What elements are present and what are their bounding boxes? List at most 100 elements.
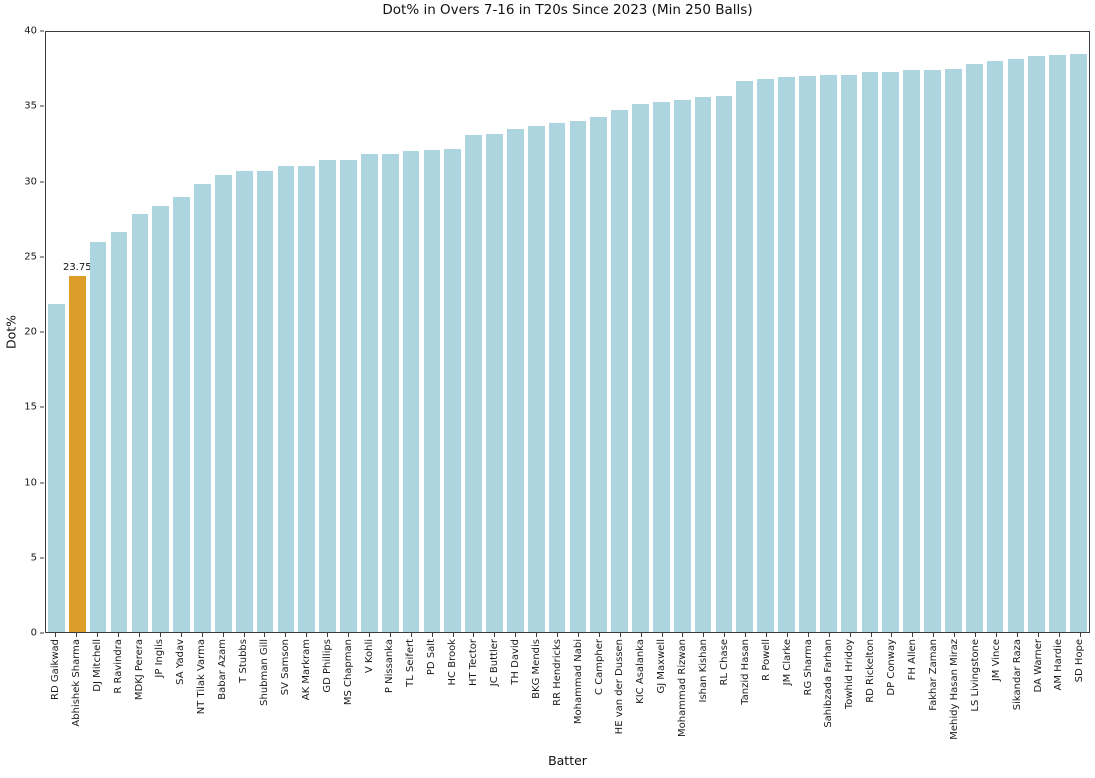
x-tick-label: Babar Azam: [217, 639, 229, 700]
bar-slot: [255, 32, 276, 632]
x-tick-cell: HT Tector: [463, 639, 484, 740]
bar-slot: [797, 32, 818, 632]
x-tick-mark-icon: [118, 633, 120, 637]
x-tick-cell: FH Allen: [902, 639, 923, 740]
x-tick-label: JP Inglis: [154, 639, 166, 678]
y-tick-label: 20: [24, 326, 37, 338]
y-tick-35: 35: [24, 101, 44, 112]
bar-bkg-mendis: [527, 125, 545, 632]
x-tick-label: AM Hardie: [1053, 639, 1065, 691]
bar-t-stubbs: [235, 170, 253, 632]
bar-slot: [1006, 32, 1027, 632]
y-tick-label: 0: [30, 627, 37, 639]
bar-slot: [171, 32, 192, 632]
x-tick-cell: LS Livingstone: [965, 639, 986, 740]
bar-mehidy-hasan-miraz: [945, 68, 962, 632]
bar-da-warner: [1028, 56, 1046, 632]
bar-slot: [964, 32, 985, 632]
x-tick-label: JM Clarke: [781, 639, 793, 686]
bar-kic-asalanka: [632, 104, 649, 632]
y-tick-label: 40: [24, 25, 37, 37]
bar-abhishek-sharma: [68, 275, 86, 632]
x-tick-mark-icon: [327, 633, 329, 637]
x-tick-mark-icon: [201, 633, 203, 637]
x-tick-label: DA Warner: [1032, 639, 1044, 693]
x-tick-label: KIC Asalanka: [635, 639, 647, 704]
x-tick-label: T Stubbs: [238, 639, 250, 683]
x-tick-cell: GJ Maxwell: [651, 639, 672, 740]
x-tick-label: Mehidy Hasan Miraz: [948, 639, 960, 740]
bar-dp-conway: [882, 71, 900, 632]
x-tick-label: Ishan Kishan: [698, 639, 710, 703]
x-tick-mark-icon: [682, 633, 684, 637]
x-tick-label: Fakhar Zaman: [928, 639, 940, 711]
bar-mdkj-perera: [131, 213, 149, 632]
y-tick-0: 0: [31, 628, 44, 639]
x-tick-cell: RD Gaikwad: [45, 639, 66, 740]
y-tick-label: 35: [24, 100, 37, 112]
y-tick-mark-icon: [40, 331, 44, 333]
x-tick-label: SD Hope: [1074, 639, 1086, 683]
x-tick-mark-icon: [995, 633, 997, 637]
bar-value-label: 23.75: [62, 261, 92, 273]
x-tick-cell: JM Clarke: [777, 639, 798, 740]
x-tick-mark-icon: [452, 633, 454, 637]
x-tick-mark-icon: [410, 633, 412, 637]
x-tick-cell: GD Phillips: [317, 639, 338, 740]
x-tick-cell: Abhishek Sharma: [66, 639, 87, 740]
x-tick-label: LS Livingstone: [969, 639, 981, 712]
x-tick-mark-icon: [703, 633, 705, 637]
x-tick-cell: BKG Mendis: [526, 639, 547, 740]
bar-mohammad-rizwan: [673, 100, 691, 632]
x-tick-label: C Campher: [593, 639, 605, 695]
bar-sa-yadav: [173, 197, 190, 632]
x-tick-label: HE van der Dussen: [614, 639, 626, 735]
bar-sv-samson: [277, 165, 295, 632]
x-tick-label: Abhishek Sharma: [70, 639, 82, 727]
x-tick-label: MDKJ Perera: [133, 639, 145, 701]
y-tick-mark-icon: [40, 30, 44, 32]
bar-am-hardie: [1049, 55, 1067, 632]
bar-slot: [463, 32, 484, 632]
x-tick-cell: Fakhar Zaman: [923, 639, 944, 740]
bar-slot: [1047, 32, 1068, 632]
bar-fh-allen: [903, 70, 920, 632]
bar-slot: [505, 32, 526, 632]
bar-slot: [901, 32, 922, 632]
bar-c-campher: [590, 116, 608, 632]
x-tick-mark-icon: [264, 633, 266, 637]
x-tick-mark-icon: [473, 633, 475, 637]
x-tick-label: JC Buttler: [488, 639, 500, 687]
bar-slot: [880, 32, 901, 632]
bar-tanzid-hasan: [736, 80, 754, 632]
bar-jc-buttler: [486, 134, 503, 632]
bar-p-nissanka: [381, 154, 399, 632]
x-tick-mark-icon: [619, 633, 621, 637]
x-axis-ticks: [45, 633, 1090, 638]
bar-slot: [234, 32, 255, 632]
x-axis-labels: RD Gaikwad Abhishek Sharma DJ Mitchell R Ra…: [45, 639, 1090, 740]
x-tick-cell: Mohammad Nabi: [568, 639, 589, 740]
x-tick-mark-icon: [222, 633, 224, 637]
x-tick-cell: DJ Mitchell: [87, 639, 108, 740]
x-tick-mark-icon: [870, 633, 872, 637]
x-tick-mark-icon: [76, 633, 78, 637]
x-tick-label: Tanzid Hasan: [739, 639, 751, 705]
x-tick-cell: Babar Azam: [212, 639, 233, 740]
bar-jm-clarke: [778, 77, 795, 632]
x-tick-label: HT Tector: [468, 639, 480, 687]
bar-slot: [109, 32, 130, 632]
x-tick-mark-icon: [139, 633, 141, 637]
x-tick-mark-icon: [912, 633, 914, 637]
x-tick-cell: RR Hendricks: [547, 639, 568, 740]
bar-slot: [275, 32, 296, 632]
x-tick-label: RL Chase: [718, 639, 730, 686]
bar-r-ravindra: [110, 232, 128, 632]
x-tick-cell: SA Yadav: [170, 639, 191, 740]
bar-slot: [526, 32, 547, 632]
x-tick-label: P Nissanka: [384, 639, 396, 694]
x-tick-label: FH Allen: [907, 639, 919, 681]
x-tick-mark-icon: [536, 633, 538, 637]
x-tick-label: R Ravindra: [112, 639, 124, 694]
x-tick-label: AK Markram: [300, 639, 312, 701]
